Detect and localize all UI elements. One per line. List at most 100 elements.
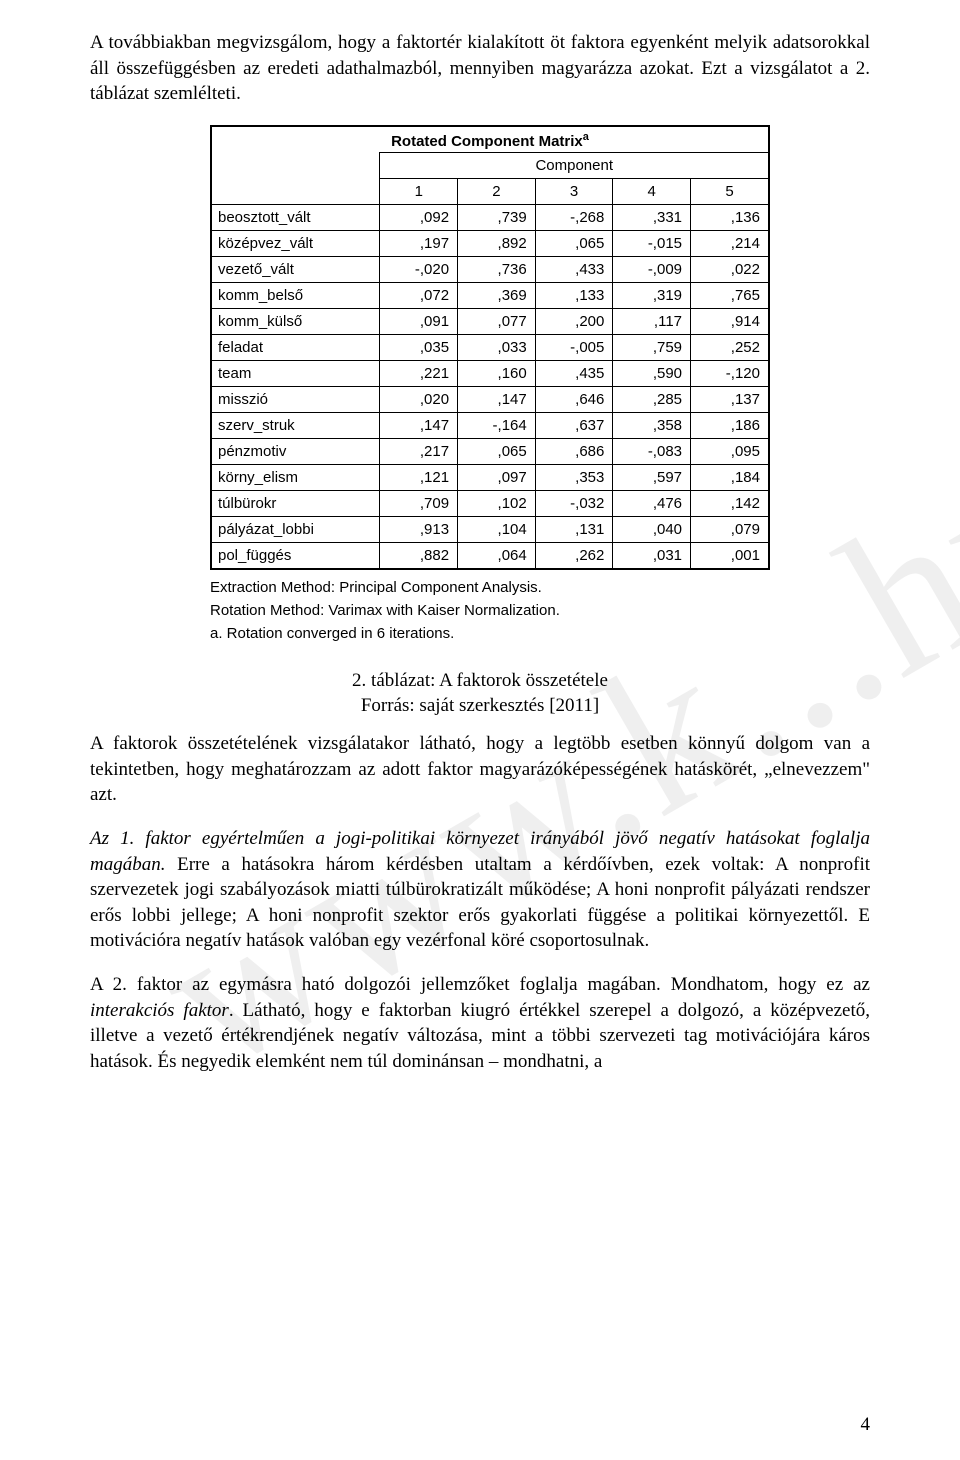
cell-value: ,913 bbox=[380, 516, 458, 542]
cell-value: -,083 bbox=[613, 438, 691, 464]
cell-value: ,022 bbox=[691, 256, 769, 282]
row-label: feladat bbox=[211, 334, 380, 360]
paragraph-after-caption: A faktorok összetételének vizsgálatakor … bbox=[90, 731, 870, 808]
cell-value: -,020 bbox=[380, 256, 458, 282]
row-label: pol_függés bbox=[211, 542, 380, 569]
cell-value: ,104 bbox=[458, 516, 536, 542]
cell-value: ,221 bbox=[380, 360, 458, 386]
cell-value: ,736 bbox=[458, 256, 536, 282]
cell-value: ,160 bbox=[458, 360, 536, 386]
cell-value: -,032 bbox=[535, 490, 613, 516]
cell-value: -,268 bbox=[535, 204, 613, 230]
cell-value: -,009 bbox=[613, 256, 691, 282]
page-number: 4 bbox=[861, 1414, 871, 1436]
cell-value: ,121 bbox=[380, 464, 458, 490]
cell-value: ,142 bbox=[691, 490, 769, 516]
cell-value: ,331 bbox=[613, 204, 691, 230]
cell-value: ,435 bbox=[535, 360, 613, 386]
cell-value: ,095 bbox=[691, 438, 769, 464]
cell-value: ,077 bbox=[458, 308, 536, 334]
cell-value: ,137 bbox=[691, 386, 769, 412]
cell-value: ,065 bbox=[535, 230, 613, 256]
factor2-lead: A 2. faktor az egymásra ható dolgozói je… bbox=[90, 974, 870, 995]
row-label: vezető_vált bbox=[211, 256, 380, 282]
row-label: középvez_vált bbox=[211, 230, 380, 256]
cell-value: ,353 bbox=[535, 464, 613, 490]
cell-value: ,184 bbox=[691, 464, 769, 490]
cell-value: ,637 bbox=[535, 412, 613, 438]
table-title: Rotated Component Matrixa bbox=[210, 125, 770, 152]
table-title-sup: a bbox=[583, 131, 589, 143]
cell-value: ,035 bbox=[380, 334, 458, 360]
cell-value: -,120 bbox=[691, 360, 769, 386]
cell-value: ,117 bbox=[613, 308, 691, 334]
cell-value: ,064 bbox=[458, 542, 536, 569]
cell-value: ,285 bbox=[613, 386, 691, 412]
table-note-1: Extraction Method: Principal Component A… bbox=[210, 576, 870, 599]
row-label: túlbürokr bbox=[211, 490, 380, 516]
row-label: misszió bbox=[211, 386, 380, 412]
cell-value: ,200 bbox=[535, 308, 613, 334]
table-note-2: Rotation Method: Varimax with Kaiser Nor… bbox=[210, 599, 870, 622]
row-label: komm_belső bbox=[211, 282, 380, 308]
factor1-paragraph: Az 1. faktor egyértelműen a jogi-politik… bbox=[90, 826, 870, 954]
row-label: pályázat_lobbi bbox=[211, 516, 380, 542]
cell-value: ,252 bbox=[691, 334, 769, 360]
cell-value: ,319 bbox=[613, 282, 691, 308]
intro-paragraph: A továbbiakban megvizsgálom, hogy a fakt… bbox=[90, 30, 870, 107]
factor2-paragraph: A 2. faktor az egymásra ható dolgozói je… bbox=[90, 972, 870, 1075]
caption-line-1: 2. táblázat: A faktorok összetétele bbox=[352, 670, 608, 691]
page-content: A továbbiakban megvizsgálom, hogy a fakt… bbox=[0, 0, 960, 1075]
cell-value: ,072 bbox=[380, 282, 458, 308]
cell-value: ,147 bbox=[458, 386, 536, 412]
component-matrix-table: Component 1 2 3 4 5 beosztott_vált,092,7… bbox=[210, 152, 770, 570]
cell-value: ,882 bbox=[380, 542, 458, 569]
cell-value: ,102 bbox=[458, 490, 536, 516]
cell-value: ,217 bbox=[380, 438, 458, 464]
cell-value: ,686 bbox=[535, 438, 613, 464]
cell-value: ,262 bbox=[535, 542, 613, 569]
table-notes: Extraction Method: Principal Component A… bbox=[210, 576, 870, 646]
super-header: Component bbox=[380, 152, 769, 178]
cell-value: ,020 bbox=[380, 386, 458, 412]
col-header-1: 1 bbox=[380, 178, 458, 204]
cell-value: ,369 bbox=[458, 282, 536, 308]
factor2-italic: interakciós faktor bbox=[90, 1000, 229, 1021]
cell-value: ,033 bbox=[458, 334, 536, 360]
cell-value: ,136 bbox=[691, 204, 769, 230]
factor1-rest: Erre a hatásokra három kérdésben utaltam… bbox=[90, 854, 870, 952]
cell-value: ,147 bbox=[380, 412, 458, 438]
table-wrapper: Rotated Component Matrixa Component 1 2 … bbox=[210, 125, 770, 570]
cell-value: ,358 bbox=[613, 412, 691, 438]
col-header-3: 3 bbox=[535, 178, 613, 204]
cell-value: ,759 bbox=[613, 334, 691, 360]
cell-value: ,914 bbox=[691, 308, 769, 334]
table-title-text: Rotated Component Matrix bbox=[391, 133, 583, 150]
cell-value: ,097 bbox=[458, 464, 536, 490]
cell-value: ,892 bbox=[458, 230, 536, 256]
cell-value: ,709 bbox=[380, 490, 458, 516]
row-label: pénzmotiv bbox=[211, 438, 380, 464]
cell-value: -,164 bbox=[458, 412, 536, 438]
cell-value: ,040 bbox=[613, 516, 691, 542]
col-header-2: 2 bbox=[458, 178, 536, 204]
header-blank-2 bbox=[211, 178, 380, 204]
cell-value: ,197 bbox=[380, 230, 458, 256]
cell-value: ,133 bbox=[535, 282, 613, 308]
cell-value: ,433 bbox=[535, 256, 613, 282]
col-header-4: 4 bbox=[613, 178, 691, 204]
cell-value: ,079 bbox=[691, 516, 769, 542]
cell-value: ,131 bbox=[535, 516, 613, 542]
cell-value: ,186 bbox=[691, 412, 769, 438]
row-label: körny_elism bbox=[211, 464, 380, 490]
cell-value: ,001 bbox=[691, 542, 769, 569]
cell-value: ,597 bbox=[613, 464, 691, 490]
cell-value: ,065 bbox=[458, 438, 536, 464]
cell-value: ,646 bbox=[535, 386, 613, 412]
cell-value: ,214 bbox=[691, 230, 769, 256]
row-label: team bbox=[211, 360, 380, 386]
cell-value: -,015 bbox=[613, 230, 691, 256]
cell-value: ,031 bbox=[613, 542, 691, 569]
table-note-3: a. Rotation converged in 6 iterations. bbox=[210, 622, 870, 645]
cell-value: -,005 bbox=[535, 334, 613, 360]
